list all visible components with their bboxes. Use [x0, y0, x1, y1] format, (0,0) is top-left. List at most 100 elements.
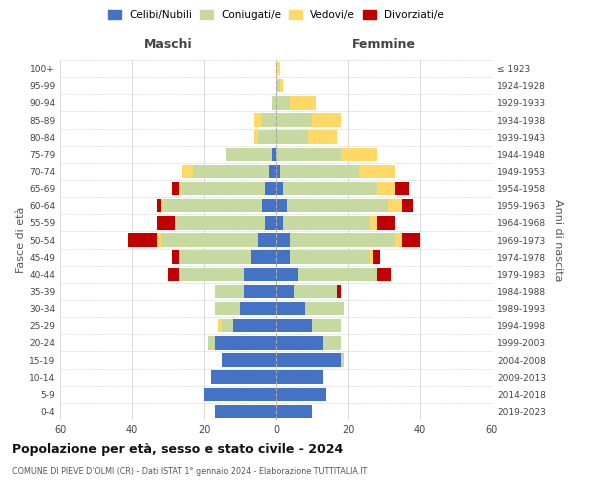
Bar	[276, 96, 290, 110]
Bar	[172, 250, 179, 264]
Bar	[204, 388, 276, 401]
Bar	[312, 114, 341, 126]
Bar	[262, 114, 276, 126]
Bar	[323, 336, 341, 349]
Bar	[262, 199, 276, 212]
Bar	[258, 234, 276, 246]
Bar	[157, 216, 175, 230]
Bar	[341, 148, 377, 161]
Bar	[312, 319, 341, 332]
Bar	[161, 234, 258, 246]
Bar	[244, 268, 276, 281]
Bar	[179, 250, 251, 264]
Y-axis label: Fasce di età: Fasce di età	[16, 207, 26, 273]
Bar	[290, 250, 370, 264]
Bar	[370, 250, 373, 264]
Bar	[157, 199, 161, 212]
Bar	[276, 234, 290, 246]
Bar	[157, 234, 161, 246]
Bar	[276, 130, 308, 144]
Bar	[222, 319, 233, 332]
Bar	[254, 114, 262, 126]
Bar	[244, 284, 276, 298]
Bar	[272, 148, 276, 161]
Bar	[233, 319, 276, 332]
Bar	[272, 96, 276, 110]
Bar	[276, 250, 290, 264]
Bar	[276, 164, 280, 178]
Bar	[276, 388, 326, 401]
Bar	[193, 164, 269, 178]
Bar	[269, 164, 276, 178]
Bar	[276, 199, 287, 212]
Bar	[280, 79, 283, 92]
Bar	[276, 319, 312, 332]
Text: COMUNE DI PIEVE D'OLMI (CR) - Dati ISTAT 1° gennaio 2024 - Elaborazione TUTTITAL: COMUNE DI PIEVE D'OLMI (CR) - Dati ISTAT…	[12, 468, 367, 476]
Bar	[276, 302, 305, 316]
Bar	[226, 148, 272, 161]
Bar	[373, 250, 380, 264]
Bar	[182, 164, 193, 178]
Bar	[280, 164, 359, 178]
Bar	[395, 234, 402, 246]
Bar	[377, 268, 391, 281]
Bar	[359, 164, 395, 178]
Legend: Celibi/Nubili, Coniugati/e, Vedovi/e, Divorziati/e: Celibi/Nubili, Coniugati/e, Vedovi/e, Di…	[108, 10, 444, 20]
Bar	[283, 216, 370, 230]
Bar	[258, 130, 276, 144]
Bar	[251, 250, 276, 264]
Bar	[164, 199, 262, 212]
Bar	[161, 199, 164, 212]
Bar	[276, 79, 280, 92]
Bar	[276, 62, 280, 76]
Bar	[254, 130, 258, 144]
Bar	[283, 182, 377, 196]
Y-axis label: Anni di nascita: Anni di nascita	[553, 198, 563, 281]
Bar	[168, 268, 179, 281]
Bar	[290, 234, 395, 246]
Bar	[276, 354, 341, 366]
Bar	[222, 354, 276, 366]
Bar	[215, 336, 276, 349]
Bar	[276, 336, 323, 349]
Bar	[276, 370, 323, 384]
Bar	[179, 182, 182, 196]
Bar	[172, 182, 179, 196]
Bar	[305, 302, 344, 316]
Bar	[215, 302, 240, 316]
Bar	[265, 182, 276, 196]
Bar	[276, 404, 312, 418]
Bar	[402, 234, 420, 246]
Bar	[240, 302, 276, 316]
Bar	[377, 216, 395, 230]
Bar	[215, 404, 276, 418]
Bar	[175, 216, 265, 230]
Bar	[377, 182, 395, 196]
Bar	[395, 182, 409, 196]
Bar	[276, 182, 283, 196]
Bar	[402, 199, 413, 212]
Bar	[290, 96, 316, 110]
Bar	[388, 199, 402, 212]
Bar	[287, 199, 388, 212]
Bar	[276, 268, 298, 281]
Bar	[294, 284, 337, 298]
Bar	[208, 336, 215, 349]
Bar	[128, 234, 157, 246]
Bar	[182, 182, 265, 196]
Bar	[337, 284, 341, 298]
Text: Femmine: Femmine	[352, 38, 416, 52]
Bar	[276, 114, 312, 126]
Bar	[211, 370, 276, 384]
Text: Popolazione per età, sesso e stato civile - 2024: Popolazione per età, sesso e stato civil…	[12, 442, 343, 456]
Bar	[298, 268, 377, 281]
Bar	[276, 216, 283, 230]
Bar	[308, 130, 337, 144]
Bar	[276, 148, 341, 161]
Bar	[179, 268, 244, 281]
Text: Maschi: Maschi	[143, 38, 193, 52]
Bar	[215, 284, 244, 298]
Bar	[276, 284, 294, 298]
Bar	[370, 216, 377, 230]
Bar	[265, 216, 276, 230]
